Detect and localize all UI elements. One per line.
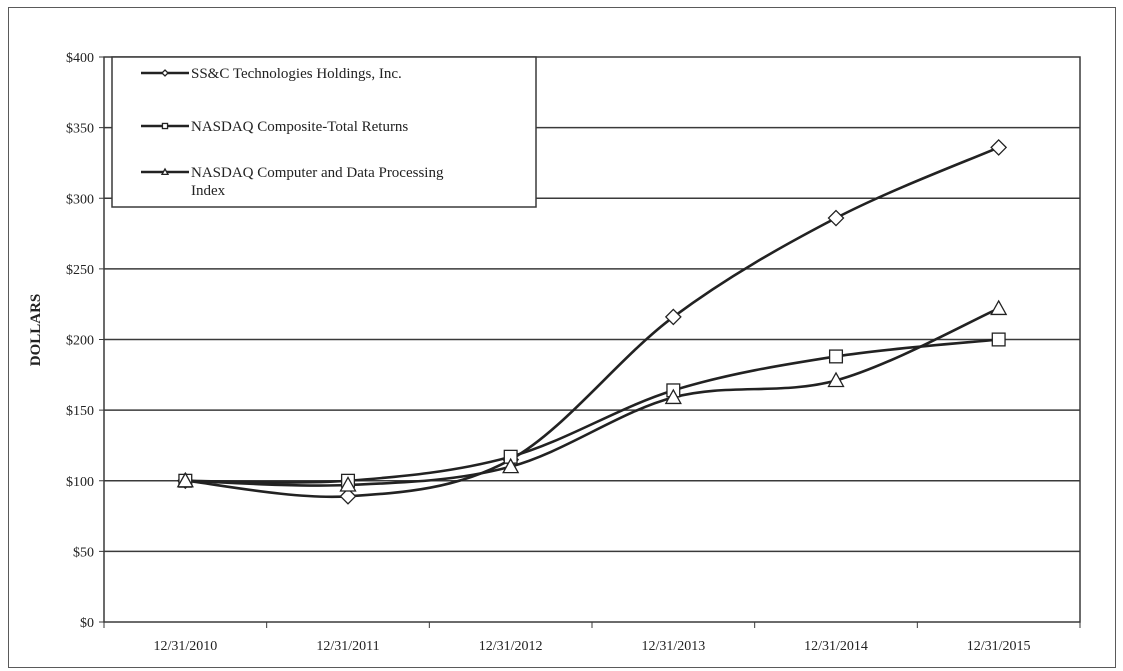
data-point-triangle bbox=[990, 299, 1008, 316]
legend-label: SS&C Technologies Holdings, Inc. bbox=[191, 66, 402, 82]
x-tick-label: 12/31/2013 bbox=[641, 639, 705, 654]
axis-layer: $0 $50 $100 $150 $200 $250 $300 $350 $400 12/31/2… bbox=[66, 51, 1081, 654]
y-axis-title: DOLLARS bbox=[28, 294, 44, 367]
y-tick-label: $350 bbox=[66, 122, 94, 137]
data-point-triangle bbox=[176, 471, 194, 488]
data-point-diamond bbox=[339, 487, 357, 505]
y-tick-label: $400 bbox=[66, 51, 94, 66]
x-tick-label: 12/31/2014 bbox=[804, 639, 868, 654]
legend-marker-diamond bbox=[161, 69, 169, 77]
series-layer bbox=[176, 138, 1008, 505]
y-tick-label: $100 bbox=[66, 475, 94, 490]
x-tick-label: 12/31/2012 bbox=[479, 639, 543, 654]
legend-box bbox=[111, 56, 537, 208]
legend-label: NASDAQ Computer and Data Processing Index bbox=[191, 165, 444, 199]
y-tick-label: $150 bbox=[66, 404, 94, 419]
x-tick-label: 12/31/2015 bbox=[967, 639, 1031, 654]
legend: SS&C Technologies Holdings, Inc. NASDAQ C… bbox=[111, 56, 537, 208]
series-line-1 bbox=[184, 146, 1000, 499]
data-point-square bbox=[991, 332, 1006, 347]
y-tick-label: $0 bbox=[80, 616, 94, 631]
legend-marker-triangle bbox=[160, 167, 170, 176]
data-point-diamond bbox=[990, 138, 1008, 156]
y-tick-label: $50 bbox=[73, 545, 94, 560]
y-tick-label: $250 bbox=[66, 263, 94, 278]
legend-label: NASDAQ Composite-Total Returns bbox=[191, 119, 408, 135]
data-point-square bbox=[828, 349, 844, 364]
data-point-triangle bbox=[664, 388, 682, 405]
data-point-triangle bbox=[339, 476, 357, 492]
data-point-diamond bbox=[664, 308, 682, 326]
y-tick-label: $200 bbox=[66, 334, 94, 349]
data-point-triangle bbox=[502, 457, 520, 474]
y-tick-label: $300 bbox=[66, 192, 94, 207]
series-line-2 bbox=[184, 338, 1000, 484]
x-tick-label: 12/31/2011 bbox=[316, 639, 379, 654]
legend-marker-square bbox=[161, 122, 169, 130]
data-point-triangle bbox=[827, 371, 845, 388]
series-line-3 bbox=[184, 307, 1000, 487]
x-tick-label: 12/31/2010 bbox=[153, 639, 217, 654]
data-point-diamond bbox=[827, 209, 845, 227]
